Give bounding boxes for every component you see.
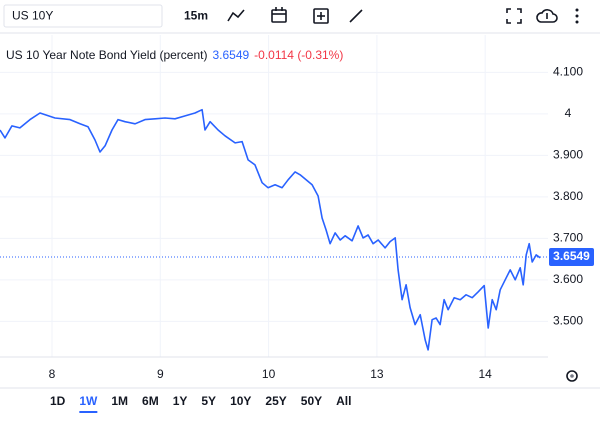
range-button[interactable]: 1W: [79, 394, 98, 408]
y-tick-label: 3.800: [553, 189, 583, 203]
last-price-label: 3.6549: [553, 249, 590, 263]
range-button[interactable]: 6M: [142, 394, 159, 408]
x-tick-label: 13: [370, 367, 384, 381]
legend-last: 3.6549: [212, 48, 249, 62]
y-tick-label: 3.500: [553, 313, 583, 327]
y-tick-label: 3.700: [553, 230, 583, 244]
y-tick-label: 4.100: [553, 65, 583, 79]
legend-change: -0.0114 (-0.31%): [254, 48, 343, 62]
range-button[interactable]: 1M: [111, 394, 128, 408]
chart-type-icon[interactable]: [227, 9, 245, 22]
settings-icon[interactable]: [566, 370, 578, 382]
x-tick-label: 8: [49, 367, 56, 381]
menu-icon[interactable]: [575, 8, 579, 24]
symbol-search[interactable]: [3, 4, 163, 28]
y-tick-label: 3.900: [553, 148, 583, 162]
y-tick-label: 3.600: [553, 272, 583, 286]
compare-icon[interactable]: [313, 8, 329, 24]
range-button[interactable]: 50Y: [301, 394, 322, 408]
last-price-tag: [549, 248, 594, 267]
x-tick-label: 9: [157, 367, 164, 381]
calendar-icon[interactable]: [271, 7, 287, 23]
range-button[interactable]: All: [336, 394, 351, 408]
price-line: [0, 108, 541, 351]
x-tick-label: 14: [479, 367, 493, 381]
range-button[interactable]: 25Y: [265, 394, 286, 408]
x-tick-label: 10: [262, 367, 276, 381]
y-tick-label: 4: [565, 106, 572, 120]
fullscreen-icon[interactable]: [506, 8, 522, 24]
range-button[interactable]: 5Y: [201, 394, 216, 408]
legend-title: US 10 Year Note Bond Yield (percent): [6, 48, 207, 62]
range-bar: 1D 1W 1M 6M 1Y 5Y 10Y 25Y 50Y All: [50, 394, 351, 413]
range-button[interactable]: 10Y: [230, 394, 251, 408]
plot: [0, 35, 548, 357]
draw-icon[interactable]: [349, 9, 363, 23]
symbol[interactable]: US 10Y: [12, 9, 53, 23]
download-icon[interactable]: [536, 9, 558, 23]
interval[interactable]: 15m: [184, 9, 208, 23]
range-button[interactable]: 1Y: [173, 394, 188, 408]
range-button[interactable]: 1D: [50, 394, 66, 408]
